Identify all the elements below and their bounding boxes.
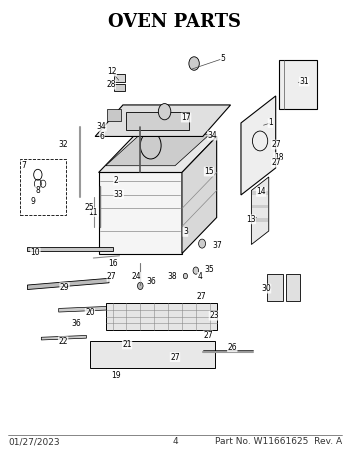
Text: 5: 5 xyxy=(220,54,225,63)
Text: 27: 27 xyxy=(272,140,281,149)
Text: 23: 23 xyxy=(209,311,219,320)
Text: 28: 28 xyxy=(106,80,116,89)
Polygon shape xyxy=(27,247,112,251)
Text: 32: 32 xyxy=(58,140,68,149)
Circle shape xyxy=(193,267,198,274)
Text: 22: 22 xyxy=(58,337,68,346)
Circle shape xyxy=(183,273,188,279)
Text: 15: 15 xyxy=(204,167,214,176)
Text: 3: 3 xyxy=(183,227,188,236)
Text: 7: 7 xyxy=(21,161,26,170)
Polygon shape xyxy=(106,134,210,166)
Text: 29: 29 xyxy=(60,283,69,292)
Text: 31: 31 xyxy=(299,77,309,86)
Text: 33: 33 xyxy=(114,190,124,198)
Text: 25: 25 xyxy=(84,203,94,212)
Text: 1: 1 xyxy=(268,118,273,127)
Text: 27: 27 xyxy=(107,272,117,281)
Text: 27: 27 xyxy=(196,292,206,301)
Text: 30: 30 xyxy=(261,284,271,293)
Text: 8: 8 xyxy=(35,186,40,195)
Polygon shape xyxy=(251,177,269,245)
Polygon shape xyxy=(27,278,109,289)
Polygon shape xyxy=(267,274,283,301)
Text: 34: 34 xyxy=(208,131,217,140)
Text: 6: 6 xyxy=(100,132,105,141)
Bar xyxy=(252,218,268,222)
Text: 10: 10 xyxy=(30,248,40,257)
Polygon shape xyxy=(41,336,86,340)
Text: 14: 14 xyxy=(256,188,266,196)
Text: 12: 12 xyxy=(107,67,117,76)
Text: 01/27/2023: 01/27/2023 xyxy=(8,437,60,446)
Circle shape xyxy=(189,57,199,70)
Polygon shape xyxy=(279,60,317,110)
Text: 38: 38 xyxy=(167,272,177,281)
Bar xyxy=(252,205,268,208)
Polygon shape xyxy=(182,136,217,254)
Bar xyxy=(252,191,268,195)
Text: 18: 18 xyxy=(274,153,283,162)
Text: 4: 4 xyxy=(172,437,178,446)
Text: 27: 27 xyxy=(170,352,180,361)
Text: 35: 35 xyxy=(204,265,214,274)
Polygon shape xyxy=(90,341,215,368)
Text: 27: 27 xyxy=(203,331,213,340)
Text: 17: 17 xyxy=(181,113,191,122)
Bar xyxy=(126,112,189,130)
Text: 19: 19 xyxy=(111,371,121,381)
Polygon shape xyxy=(99,136,217,173)
Polygon shape xyxy=(95,105,231,136)
Text: 9: 9 xyxy=(30,197,35,206)
Polygon shape xyxy=(99,173,182,254)
Text: 34: 34 xyxy=(97,122,106,131)
Text: 13: 13 xyxy=(246,215,256,224)
Circle shape xyxy=(138,282,143,289)
Text: 16: 16 xyxy=(108,259,118,268)
Circle shape xyxy=(198,239,205,248)
Text: 24: 24 xyxy=(131,272,141,281)
Polygon shape xyxy=(286,274,300,301)
Text: 36: 36 xyxy=(71,319,81,328)
Text: 4: 4 xyxy=(197,272,202,281)
Bar xyxy=(114,74,125,82)
Text: 37: 37 xyxy=(212,241,222,250)
Circle shape xyxy=(158,104,171,120)
Text: 36: 36 xyxy=(147,277,156,286)
Text: 2: 2 xyxy=(114,176,118,185)
Bar xyxy=(107,110,121,120)
Polygon shape xyxy=(241,96,276,195)
Text: 11: 11 xyxy=(89,207,98,217)
Bar xyxy=(114,84,125,92)
Polygon shape xyxy=(106,303,217,330)
Text: 27: 27 xyxy=(272,158,281,167)
Text: 21: 21 xyxy=(122,340,132,349)
Text: 20: 20 xyxy=(85,308,95,318)
Text: OVEN PARTS: OVEN PARTS xyxy=(108,13,241,31)
Text: 26: 26 xyxy=(228,342,237,352)
Text: Part No. W11661625  Rev. A: Part No. W11661625 Rev. A xyxy=(215,437,342,446)
Polygon shape xyxy=(59,306,112,312)
